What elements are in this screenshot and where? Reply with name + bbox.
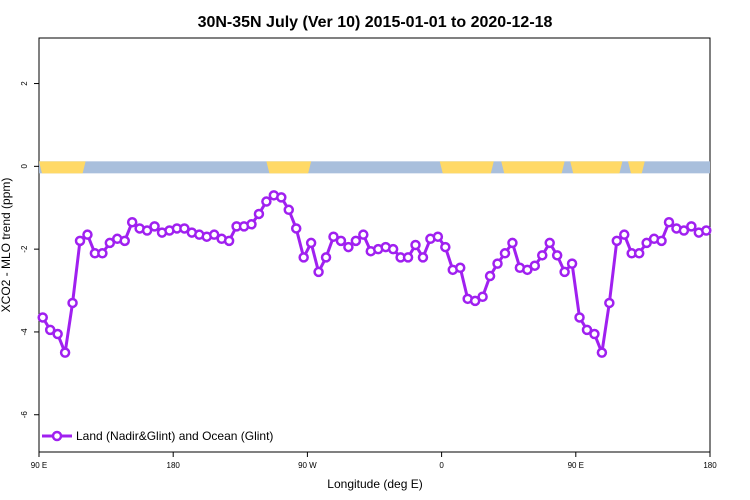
land-segment: [501, 161, 565, 174]
y-tick-label: -2: [20, 245, 29, 253]
data-point: [484, 270, 496, 282]
data-point: [574, 312, 585, 323]
series-layer: [37, 190, 712, 358]
x-tick-label: 90 E: [568, 461, 584, 470]
x-tick-label: 90 W: [298, 461, 317, 470]
data-point: [559, 266, 570, 278]
data-point: [223, 235, 235, 247]
data-point: [313, 266, 324, 278]
data-point: [537, 250, 548, 261]
data-point: [37, 312, 48, 323]
data-point: [440, 241, 451, 253]
y-axis: 2 0 -2 -4 -6: [20, 81, 39, 419]
data-point: [328, 231, 339, 242]
data-point: [261, 196, 272, 207]
data-point: [656, 235, 667, 247]
x-tick-label: 0: [439, 461, 444, 470]
data-point: [119, 235, 130, 247]
y-tick-label: -4: [20, 328, 29, 336]
data-point: [477, 291, 488, 302]
data-point: [104, 237, 116, 249]
data-point: [126, 216, 138, 228]
data-point: [611, 235, 623, 247]
land-ocean-mask: [39, 161, 710, 174]
data-point: [343, 241, 354, 253]
data-point: [208, 229, 220, 240]
data-point: [663, 216, 675, 228]
data-point: [74, 235, 86, 247]
data-point: [305, 237, 317, 249]
land-segment: [39, 161, 86, 174]
data-point: [566, 258, 578, 269]
data-point: [276, 192, 287, 203]
data-point: [59, 347, 71, 358]
data-point: [551, 250, 563, 261]
data-point: [686, 221, 697, 232]
data-point: [402, 252, 414, 263]
data-point: [387, 243, 399, 255]
data-point: [589, 328, 600, 340]
data-point: [82, 229, 93, 240]
data-point: [544, 237, 555, 249]
chart-title: 30N-35N July (Ver 10) 2015-01-01 to 2020…: [198, 14, 553, 31]
x-axis-label: Longitude (deg E): [327, 477, 422, 491]
data-point: [298, 252, 309, 263]
data-point: [469, 295, 481, 307]
y-tick-label: 0: [20, 164, 29, 169]
data-point: [619, 229, 630, 240]
data-point: [320, 252, 332, 263]
series-line: [41, 193, 707, 355]
legend: Land (Nadir&Glint) and Ocean (Glint): [42, 429, 273, 443]
legend-marker: [51, 430, 63, 442]
data-point: [432, 231, 444, 242]
data-point: [283, 204, 295, 216]
y-tick-label: -6: [20, 411, 29, 419]
data-point: [97, 248, 108, 259]
data-point: [529, 260, 541, 271]
data-point: [454, 262, 466, 274]
data-point: [604, 297, 615, 309]
data-point: [179, 223, 190, 234]
data-point: [246, 219, 257, 230]
data-point: [335, 235, 347, 247]
data-point: [44, 324, 56, 336]
data-point: [522, 264, 533, 276]
data-point: [290, 223, 302, 234]
data-point: [253, 208, 265, 220]
plot-frame: [38, 37, 711, 453]
data-point: [67, 297, 78, 309]
data-point: [149, 221, 160, 232]
data-point: [358, 229, 369, 240]
land-segment: [439, 161, 494, 174]
x-tick-label: 90 E: [31, 461, 47, 470]
data-point: [350, 235, 362, 247]
data-point: [581, 324, 593, 336]
land-segment: [266, 161, 312, 174]
data-point: [417, 252, 429, 263]
y-tick-label: 2: [20, 81, 29, 86]
data-point: [678, 225, 690, 236]
data-point: [596, 347, 608, 358]
data-point: [492, 258, 503, 269]
y-axis-label: XCO2 - MLO trend (ppm): [0, 178, 13, 313]
land-segment: [627, 161, 645, 174]
data-point: [141, 225, 153, 236]
data-point: [641, 237, 652, 249]
x-tick-label: 180: [167, 461, 181, 470]
x-tick-label: 180: [703, 461, 717, 470]
legend-label: Land (Nadir&Glint) and Ocean (Glint): [76, 429, 273, 443]
data-point: [633, 248, 645, 259]
x-axis: 90 E 180 90 W 0 90 E 180: [31, 452, 717, 470]
data-point: [701, 225, 712, 236]
land-segment: [570, 161, 623, 174]
data-point: [410, 239, 421, 251]
data-point: [507, 237, 518, 249]
data-point: [52, 328, 63, 340]
data-point: [499, 248, 511, 259]
